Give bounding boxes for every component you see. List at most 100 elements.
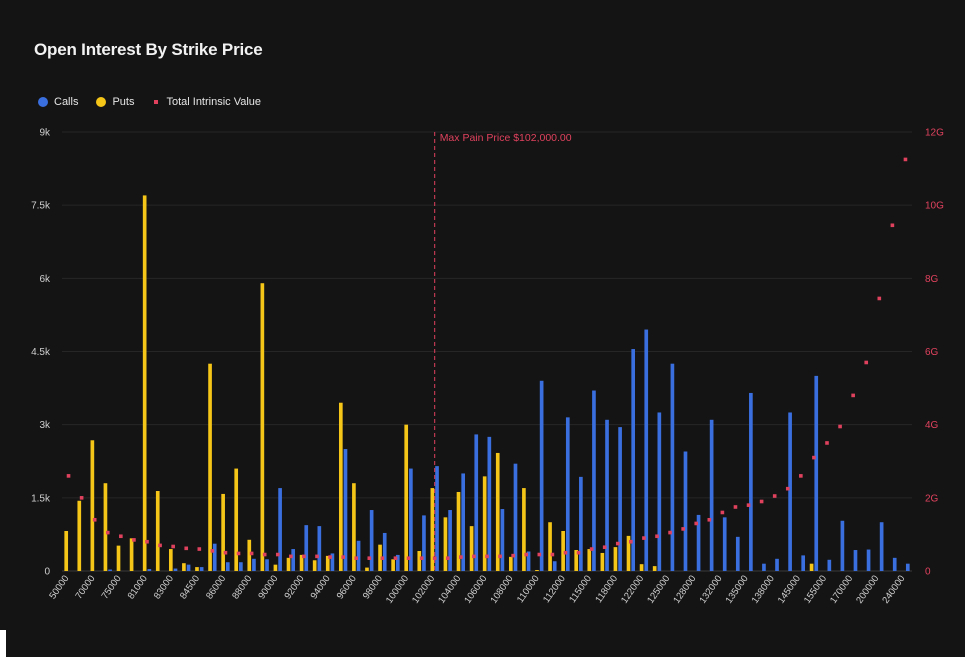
max-pain-marker: Max Pain Price $102,000.00 <box>434 132 572 571</box>
put-bar <box>155 491 160 571</box>
intrinsic-value-point <box>851 393 855 398</box>
intrinsic-value-point <box>877 296 882 301</box>
y-left-tick-label: 3k <box>39 420 51 431</box>
x-tick-label: 118000 <box>593 573 620 605</box>
put-bar <box>561 531 565 571</box>
x-tick-label: 138000 <box>750 573 777 605</box>
x-tick-label: 98000 <box>361 573 385 601</box>
call-bar <box>173 568 178 571</box>
put-bar <box>365 567 369 571</box>
call-bar <box>409 468 413 571</box>
call-bar <box>814 375 819 571</box>
put-bar <box>260 283 265 571</box>
bar-series <box>64 195 910 571</box>
put-bar <box>456 491 461 571</box>
x-tick-label: 155000 <box>802 573 829 605</box>
call-bar <box>853 550 858 571</box>
call-bar <box>762 563 766 571</box>
chart-title: Open Interest By Strike Price <box>34 40 263 59</box>
put-bar <box>168 549 173 571</box>
put-bar <box>286 557 291 571</box>
intrinsic-value-point <box>759 499 764 504</box>
intrinsic-value-point <box>354 556 359 560</box>
intrinsic-value-point <box>432 556 437 560</box>
call-bar <box>605 419 609 571</box>
x-tick-label: 90000 <box>256 573 280 601</box>
intrinsic-value-point <box>576 550 581 555</box>
intrinsic-value-point <box>472 554 476 559</box>
x-tick-label: 102000 <box>410 573 437 605</box>
x-tick-label: 110000 <box>515 573 542 605</box>
call-bar <box>382 532 387 571</box>
intrinsic-value-point <box>66 474 71 478</box>
max-pain-label: Max Pain Price $102,000.00 <box>440 132 572 144</box>
intrinsic-value-point <box>79 496 84 500</box>
call-bar <box>696 514 701 571</box>
intrinsic-value-point <box>785 486 790 491</box>
puts-swatch-icon <box>96 97 107 107</box>
intrinsic-value-point <box>184 546 189 551</box>
call-bar <box>108 569 112 571</box>
y-right-tick-label: 6G <box>925 347 939 358</box>
x-tick-label: 88000 <box>230 573 254 601</box>
put-bar <box>508 556 513 571</box>
put-bar <box>116 545 121 571</box>
x-tick-label: 92000 <box>282 573 306 601</box>
call-bar <box>356 540 361 571</box>
x-tick-label: 145000 <box>776 573 803 605</box>
call-bar <box>186 564 191 571</box>
x-tick-label: 70000 <box>73 573 97 601</box>
intrinsic-value-point <box>825 441 829 445</box>
y-left-tick-label: 9k <box>39 128 51 139</box>
intrinsic-value-point <box>838 424 842 429</box>
put-bar <box>600 552 605 571</box>
put-bar <box>338 402 343 571</box>
x-tick-label: 240000 <box>880 573 907 605</box>
x-tick-label: 106000 <box>462 573 489 605</box>
intrinsic-swatch-icon <box>154 100 159 104</box>
call-bar <box>788 412 792 571</box>
call-bar <box>199 567 204 571</box>
legend-item-calls[interactable]: Calls <box>38 96 78 108</box>
x-tick-label: 115000 <box>567 573 594 605</box>
calls-swatch-icon <box>38 97 48 107</box>
intrinsic-value-point <box>812 455 816 460</box>
intrinsic-value-point <box>105 530 110 535</box>
intrinsic-value-point <box>629 539 633 544</box>
intrinsic-value-point <box>132 538 136 542</box>
put-bar <box>234 468 239 571</box>
put-bar <box>142 195 147 571</box>
call-bar <box>644 329 649 571</box>
x-tick-label: 200000 <box>854 573 881 605</box>
intrinsic-value-point <box>903 157 908 162</box>
call-bar <box>840 520 845 571</box>
intrinsic-value-point <box>262 552 267 557</box>
intrinsic-value-point <box>445 556 450 560</box>
intrinsic-value-point <box>668 530 672 535</box>
intrinsic-value-point <box>524 552 529 557</box>
intrinsic-value-point <box>158 543 162 548</box>
put-bar <box>652 566 657 571</box>
intrinsic-value-point <box>419 556 424 560</box>
call-bar <box>892 557 897 571</box>
put-bar <box>378 544 382 571</box>
legend-item-intrinsic[interactable]: Total Intrinsic Value <box>152 96 261 108</box>
call-bar <box>513 463 518 571</box>
y-left-tick-label: 0 <box>44 567 50 578</box>
intrinsic-value-point <box>341 555 345 559</box>
legend-item-puts[interactable]: Puts <box>96 96 134 108</box>
put-bar <box>208 363 212 571</box>
x-tick-label: 122000 <box>619 573 646 605</box>
put-bar <box>443 517 448 571</box>
intrinsic-value-point <box>406 556 411 560</box>
intrinsic-value-point <box>459 555 463 559</box>
x-tick-label: 132000 <box>697 573 724 605</box>
intrinsic-value-point <box>563 550 568 555</box>
legend-label-calls: Calls <box>54 96 79 108</box>
intrinsic-value-point <box>799 474 803 478</box>
legend-label-puts: Puts <box>112 96 135 108</box>
intrinsic-value-point <box>289 554 293 559</box>
call-bar <box>539 380 544 571</box>
intrinsic-value-point <box>537 552 542 557</box>
y-axis-right: 0 2G 4G 6G 8G 10G 12G <box>925 128 944 578</box>
